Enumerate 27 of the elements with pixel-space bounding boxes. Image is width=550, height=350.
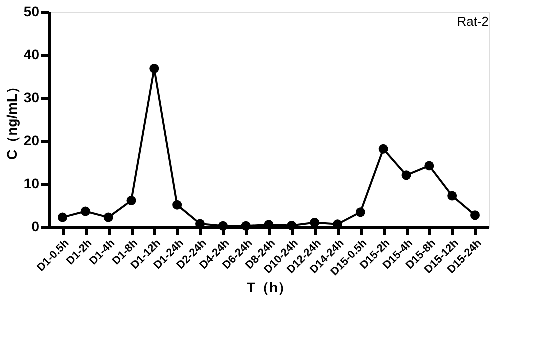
point xyxy=(448,191,458,201)
point xyxy=(104,212,114,222)
point xyxy=(264,220,274,230)
y-tick-label: 40 xyxy=(24,46,40,62)
point xyxy=(58,212,68,222)
point xyxy=(356,208,366,218)
point xyxy=(241,221,251,231)
y-tick-label: 10 xyxy=(24,176,40,192)
point xyxy=(424,161,434,171)
y-axis-title: C（ng/mL） xyxy=(4,80,20,160)
point xyxy=(172,200,182,210)
y-tick-label: 20 xyxy=(24,132,40,148)
point xyxy=(402,170,412,180)
point xyxy=(80,206,90,216)
y-tick-label: 0 xyxy=(32,218,40,234)
point xyxy=(470,210,480,220)
point xyxy=(287,220,297,230)
point xyxy=(218,221,228,231)
point xyxy=(333,220,342,230)
y-tick-label: 50 xyxy=(24,4,40,20)
y-tick-label: 30 xyxy=(24,90,40,106)
x-axis-title: T（h） xyxy=(246,280,292,296)
point xyxy=(378,144,388,154)
point xyxy=(126,196,136,206)
point xyxy=(150,64,160,74)
annotation: Rat-2 xyxy=(457,14,489,29)
point xyxy=(310,218,320,228)
